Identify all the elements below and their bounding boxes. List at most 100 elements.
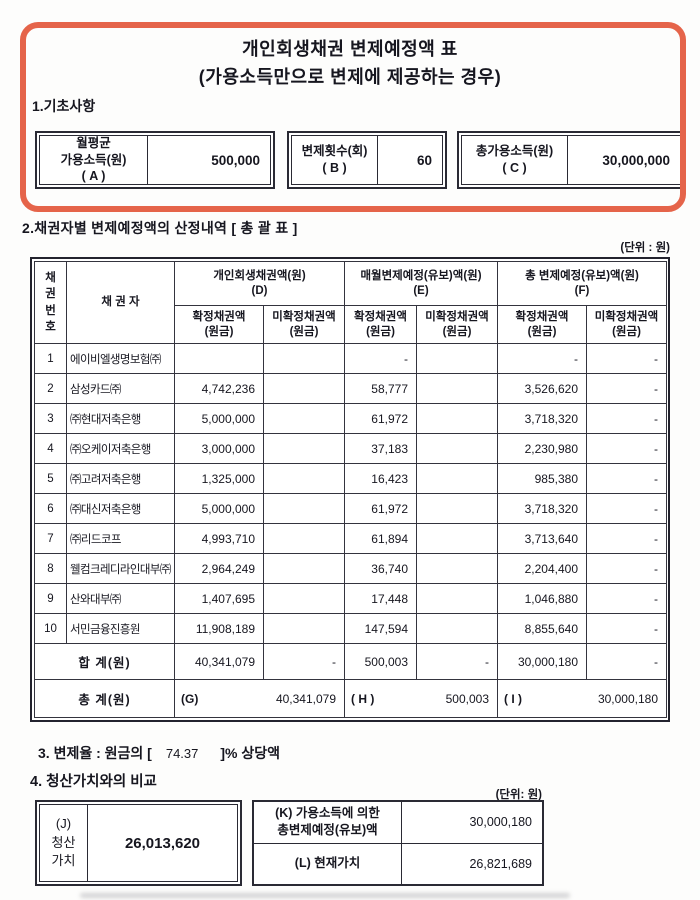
repayment-rate-prefix: 3. 변제율 : 원금의 [ <box>38 745 152 761</box>
repayment-rate-value: 74.37 <box>165 746 199 761</box>
comparison-l-label: (L) 현재가치 <box>254 843 402 884</box>
creditor-row: 5 ㈜고려저축은행 1,325,000 16,423 985,380- <box>34 463 668 494</box>
cell-amount <box>263 373 345 404</box>
cell-amount: 4,742,236 <box>174 373 264 404</box>
total-income-value: 30,000,000 <box>602 152 670 168</box>
cell-creditor-name: 웰컴크레디라인대부㈜ <box>66 553 175 584</box>
header-sub-f-unfixed: 미확정채권액 (원금) <box>585 305 668 344</box>
section1-heading: 1.기초사항 <box>32 98 96 114</box>
cell-creditor-no: 6 <box>34 493 67 524</box>
cell-amount: 147,594 <box>344 613 417 644</box>
section2-heading: 2.채권자별 변제예정액의 산정내역 [ 총 괄 표 ] <box>22 220 298 236</box>
header-sub-d-fixed: 확정채권액 (원금) <box>174 305 264 344</box>
subtotal-amount: 40,341,079 <box>174 643 264 680</box>
header-sub-e-unfixed: 미확정채권액 (원금) <box>416 305 498 344</box>
cell-creditor-name: 에이비엘생명보험㈜ <box>66 343 175 374</box>
cell-amount <box>416 553 498 584</box>
creditor-row: 4 ㈜오케이저축은행 3,000,000 37,183 2,230,980- <box>34 433 668 464</box>
cell-amount: 3,713,640 <box>497 523 587 554</box>
liquidation-value-inner: (J) 청산 가치 26,013,620 <box>39 804 238 882</box>
header-sub-e-fixed: 확정채권액 (원금) <box>344 305 417 344</box>
monthly-income-label: 월평균 가용소득(원) ( A ) <box>40 136 148 184</box>
cell-amount <box>263 403 345 434</box>
creditor-row: 10 서민금융진흥원 11,908,189 147,594 8,855,640- <box>34 613 668 644</box>
total-row: 총 계(원) (G) 40,341,079 ( H ) 500,003 ( I ) 30,0… <box>34 679 668 718</box>
header-group-e: 매월변제예정(유보)액(원) (E) <box>344 261 498 306</box>
cell-amount <box>416 403 498 434</box>
cell-amount: 58,777 <box>344 373 417 404</box>
total-amount-wrap: ( I ) 30,000,180 <box>499 691 666 706</box>
cell-creditor-no: 3 <box>34 403 67 434</box>
subtotal-amount: 500,003 <box>344 643 417 680</box>
creditor-row: 8 웰컴크레디라인대부㈜ 2,964,249 36,740 2,204,400- <box>34 553 668 584</box>
cell-creditor-name: ㈜대신저축은행 <box>66 493 175 524</box>
total-amount-cell: ( H ) 500,003 <box>344 679 498 718</box>
total-tag: ( I ) <box>504 691 522 706</box>
subtotal-row: 합 계(원) 40,341,079-500,003-30,000,180- <box>34 643 668 680</box>
comparison-l-value: 26,821,689 <box>469 856 532 871</box>
creditor-row: 9 산와대부㈜ 1,407,695 17,448 1,046,880- <box>34 583 668 614</box>
cell-creditor-no: 5 <box>34 463 67 494</box>
subtotal-amount: 30,000,180 <box>497 643 587 680</box>
cell-amount: - <box>585 493 668 524</box>
comparison-row-l: (L) 현재가치 26,821,689 <box>254 842 542 884</box>
cell-amount: 16,423 <box>344 463 417 494</box>
monthly-income-box: 월평균 가용소득(원) ( A ) 500,000 <box>35 131 275 189</box>
cell-amount <box>263 493 345 524</box>
repayment-rate-suffix: ]% 상당액 <box>220 745 281 761</box>
section2-unit-note: (단위 : 원) <box>620 242 670 254</box>
cell-amount: - <box>585 553 668 584</box>
cell-amount: 36,740 <box>344 553 417 584</box>
cell-creditor-no: 9 <box>34 583 67 614</box>
cell-creditor-name: 산와대부㈜ <box>66 583 175 614</box>
liquidation-value-label: (J) 청산 가치 <box>40 805 88 881</box>
creditor-row: 1 에이비엘생명보험㈜ - - - <box>34 343 668 374</box>
cell-amount: 3,000,000 <box>174 433 264 464</box>
cell-amount: 5,000,000 <box>174 403 264 434</box>
repayment-count-value: 60 <box>416 152 432 168</box>
total-amount-wrap: (G) 40,341,079 <box>176 692 344 706</box>
cell-amount: 3,718,320 <box>497 403 587 434</box>
cell-amount: - <box>585 343 668 374</box>
cell-creditor-no: 4 <box>34 433 67 464</box>
header-sub-d-unfixed: 미확정채권액 (원금) <box>263 305 345 344</box>
header-sub-row: 확정채권액 (원금) 미확정채권액 (원금) 확정채권액 (원금) 미확정채권액 (원… <box>35 305 668 344</box>
cell-amount <box>263 523 345 554</box>
cell-amount <box>416 613 498 644</box>
cell-amount: 1,325,000 <box>174 463 264 494</box>
total-amount-cell: ( I ) 30,000,180 <box>496 679 668 718</box>
creditor-row: 6 ㈜대신저축은행 5,000,000 61,972 3,718,320- <box>34 493 668 524</box>
cell-amount: 985,380 <box>497 463 587 494</box>
cell-amount: 8,855,640 <box>497 613 587 644</box>
monthly-income-box-inner: 월평균 가용소득(원) ( A ) 500,000 <box>39 135 271 185</box>
cell-amount: - <box>585 433 668 464</box>
section4-unit-note: (단위: 원) <box>495 789 542 801</box>
creditor-table-body: 1 에이비엘생명보험㈜ - - -2 삼성카드㈜ 4,742,236 58,777 3,526,… <box>34 343 668 718</box>
monthly-income-value: 500,000 <box>211 152 260 168</box>
cell-amount: - <box>585 373 668 404</box>
section4-heading: 4. 청산가치와의 비교 <box>30 774 157 790</box>
cell-amount: 61,894 <box>344 523 417 554</box>
cell-amount: - <box>497 343 587 374</box>
total-amount-cell: (G) 40,341,079 <box>174 679 345 718</box>
cell-creditor-no: 8 <box>34 553 67 584</box>
repayment-count-box-inner: 변제횟수(회) ( B ) 60 <box>291 135 443 185</box>
cell-amount <box>416 463 498 494</box>
cell-creditor-name: 삼성카드㈜ <box>66 373 175 404</box>
cell-amount <box>263 343 345 374</box>
cell-amount <box>416 493 498 524</box>
cell-amount <box>416 583 498 614</box>
subtotal-label: 합 계(원) <box>34 643 175 680</box>
cell-amount: 3,718,320 <box>497 493 587 524</box>
cell-amount: 5,000,000 <box>174 493 264 524</box>
cell-amount: 4,993,710 <box>174 523 264 554</box>
cell-amount: 3,526,620 <box>497 373 587 404</box>
comparison-k-value: 30,000,180 <box>469 815 532 830</box>
cell-amount: 2,230,980 <box>497 433 587 464</box>
cell-amount <box>416 373 498 404</box>
cell-amount: 61,972 <box>344 403 417 434</box>
cell-creditor-name: 서민금융진흥원 <box>66 613 175 644</box>
